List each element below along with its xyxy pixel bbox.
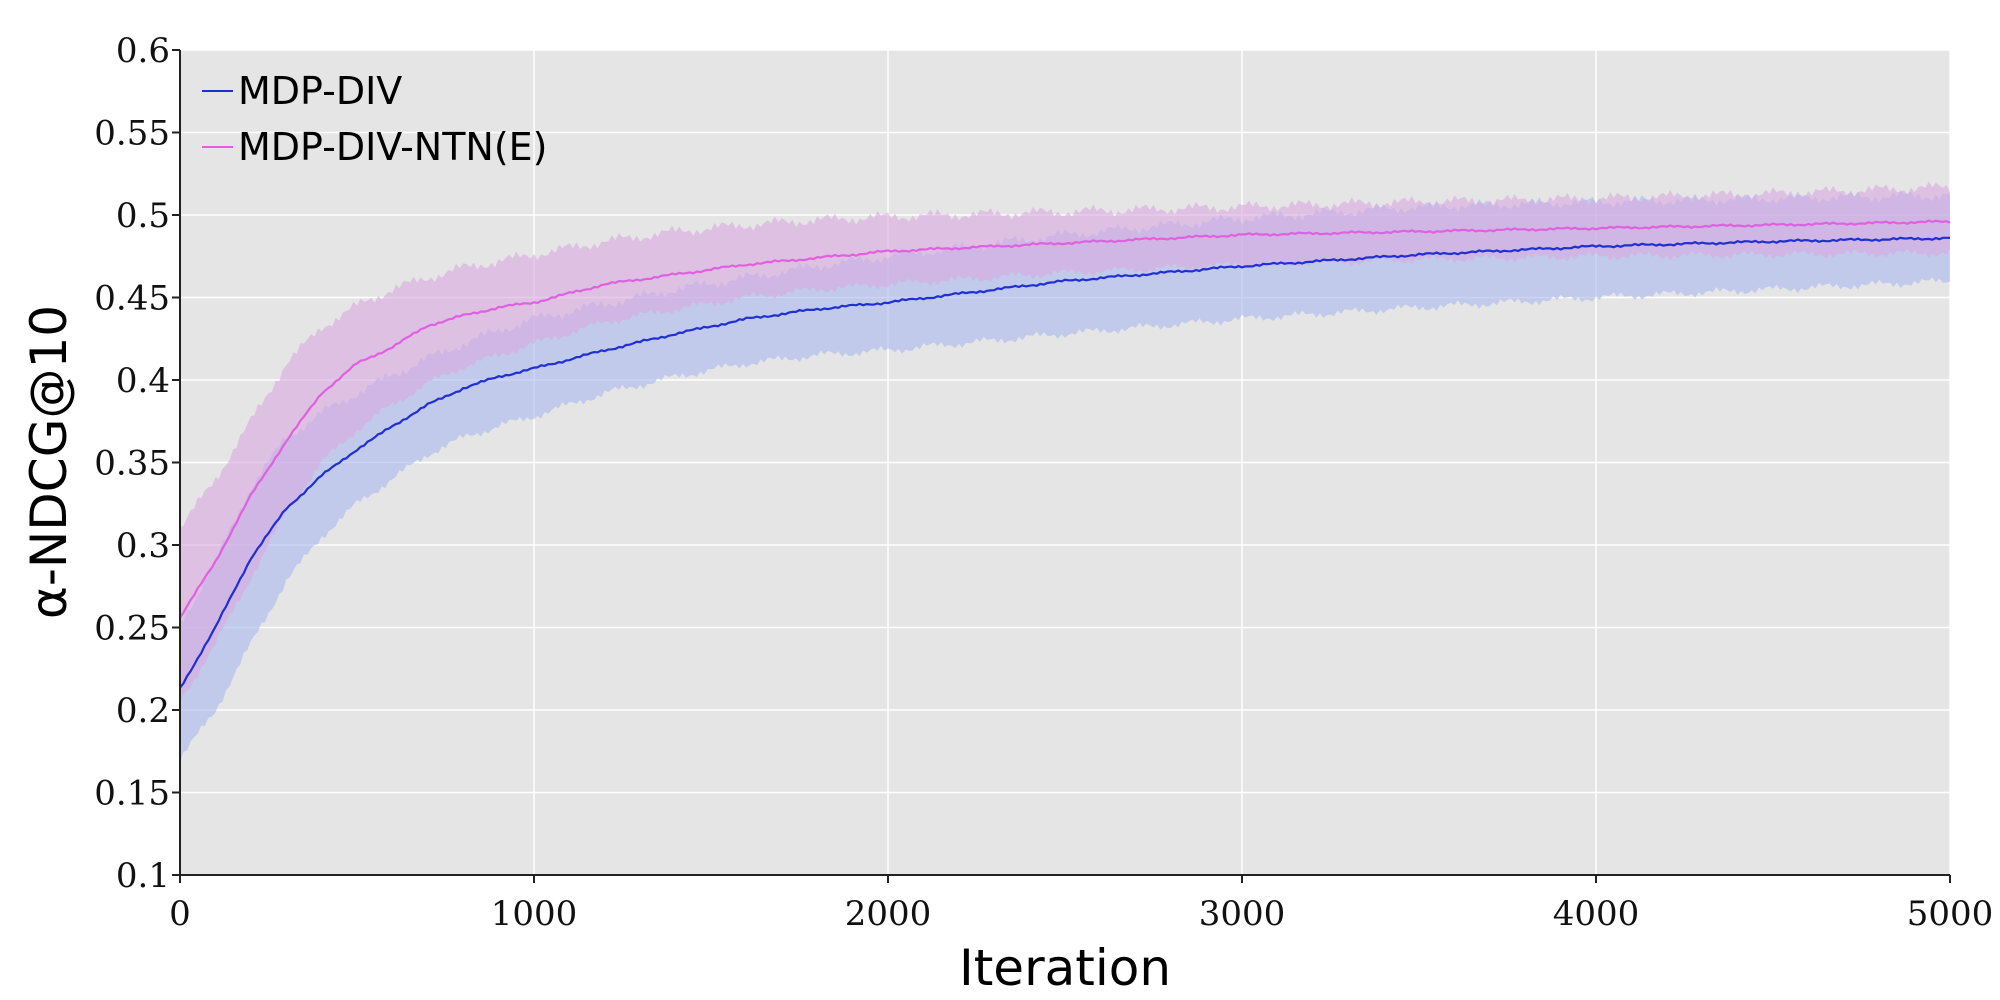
- y-tick-label: 0.3: [116, 526, 170, 566]
- y-axis-title: α-NDCG@10: [20, 305, 78, 619]
- confidence-bands: [180, 181, 1950, 763]
- y-tick-label: 0.6: [116, 31, 170, 71]
- legend-label-series-1: MDP-DIV-NTN(E): [238, 125, 548, 169]
- y-tick-label: 0.35: [94, 444, 170, 484]
- x-tick-labels: 0 1000 2000 3000 4000 5000: [169, 894, 1993, 934]
- x-tick-label: 0: [169, 894, 191, 934]
- y-tick-label: 0.45: [94, 279, 170, 319]
- confidence-band-series-1: [180, 181, 1950, 703]
- axes: [172, 49, 1951, 883]
- y-tick-label: 0.5: [116, 196, 170, 236]
- legend: MDP-DIV MDP-DIV-NTN(E): [202, 69, 548, 169]
- y-tick-label: 0.4: [116, 361, 170, 401]
- series-line-0: [179, 236, 1951, 689]
- legend-label-series-0: MDP-DIV: [238, 69, 402, 113]
- confidence-band-series-0: [180, 190, 1950, 763]
- x-tick-label: 1000: [491, 894, 578, 934]
- y-tick-label: 0.2: [116, 691, 170, 731]
- y-tick-label: 0.25: [94, 609, 170, 649]
- grid: [180, 49, 1951, 875]
- y-tick-label: 0.1: [116, 856, 170, 896]
- x-tick-label: 4000: [1553, 894, 1640, 934]
- y-tick-labels: 0.1 0.15 0.2 0.25 0.3 0.35 0.4 0.45 0.5 0.55 0.6: [94, 31, 170, 896]
- y-tick-label: 0.15: [94, 774, 170, 814]
- x-tick-label: 3000: [1199, 894, 1286, 934]
- x-axis-title: Iteration: [959, 939, 1171, 997]
- x-tick-label: 2000: [845, 894, 932, 934]
- series-line-1: [179, 219, 1951, 619]
- x-tick-label: 5000: [1907, 894, 1994, 934]
- y-tick-label: 0.55: [94, 114, 170, 154]
- series-lines: [179, 219, 1951, 689]
